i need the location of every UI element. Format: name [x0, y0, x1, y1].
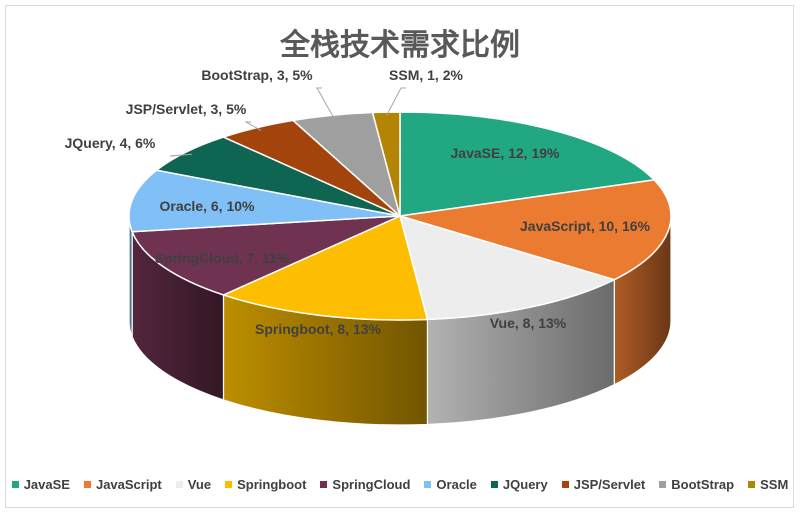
legend-item[interactable]: JQuery: [490, 477, 548, 492]
legend-swatch: [225, 481, 233, 488]
data-label: JQuery, 4, 6%: [65, 135, 156, 151]
pie-slice-jquery[interactable]: [154, 136, 401, 217]
data-label: JSP/Servlet, 3, 5%: [126, 101, 247, 117]
data-label: BootStrap, 3, 5%: [201, 67, 313, 83]
leader-line: [169, 153, 193, 157]
legend-swatch: [424, 481, 432, 488]
data-label: SpringCloud, 7, 11%: [155, 250, 290, 266]
chart-title: 全栈技术需求比例: [280, 28, 520, 63]
data-label: Vue, 8, 13%: [490, 315, 567, 331]
pie-slice-springboot[interactable]: [221, 214, 429, 321]
legend-label: Oracle: [436, 477, 477, 492]
leader-line: [386, 87, 406, 116]
legend-item[interactable]: JSP/Servlet: [561, 477, 646, 492]
legend-item[interactable]: Vue: [175, 477, 212, 492]
legend-swatch: [320, 481, 328, 488]
legend-label: Vue: [187, 477, 212, 492]
legend-swatch: [659, 481, 667, 488]
legend-label: Springboot: [237, 477, 307, 492]
legend-item[interactable]: Oracle: [424, 477, 477, 492]
legend-label: BootStrap: [671, 477, 735, 492]
pie-slice-javascript[interactable]: [399, 179, 672, 281]
legend-swatch: [175, 481, 183, 488]
data-label: JavaSE, 12, 19%: [451, 145, 561, 161]
legend-label: SSM: [760, 477, 789, 492]
chart-legend: JavaSE JavaScript Vue Springboot SpringCloud…: [0, 477, 800, 492]
legend-label: JavaScript: [95, 477, 162, 492]
pie-slice-oracle[interactable]: [128, 169, 401, 233]
legend-swatch: [490, 481, 498, 488]
leader-line: [316, 87, 335, 119]
legend-swatch: [748, 481, 756, 488]
legend-item[interactable]: BootStrap: [659, 477, 734, 492]
legend-item[interactable]: SpringCloud: [320, 477, 410, 492]
legend-item[interactable]: Springboot: [225, 477, 306, 492]
pie-slice-vue[interactable]: [398, 214, 617, 321]
pie-slice-ssm[interactable]: [371, 111, 401, 217]
legend-label: JSP/Servlet: [573, 477, 646, 492]
pie-slice-javase[interactable]: [399, 111, 656, 217]
legend-label: SpringCloud: [332, 477, 411, 492]
data-label: JavaScript, 10, 16%: [520, 218, 651, 234]
legend-item[interactable]: SSM: [748, 477, 788, 492]
data-label: Oracle, 6, 10%: [160, 198, 256, 214]
legend-swatch: [11, 481, 19, 488]
leader-line: [244, 121, 262, 131]
legend-item[interactable]: JavaScript: [83, 477, 162, 492]
pie-side-oracle: [128, 215, 133, 337]
pie-slice-springcloud[interactable]: [131, 215, 401, 296]
legend-label: JavaSE: [23, 477, 70, 492]
legend-swatch: [561, 481, 569, 488]
legend-item[interactable]: JavaSE: [11, 477, 70, 492]
legend-swatch: [83, 481, 91, 488]
legend-label: JQuery: [502, 477, 548, 492]
data-label: Springboot, 8, 13%: [255, 321, 382, 337]
data-label: SSM, 1, 2%: [389, 67, 463, 83]
